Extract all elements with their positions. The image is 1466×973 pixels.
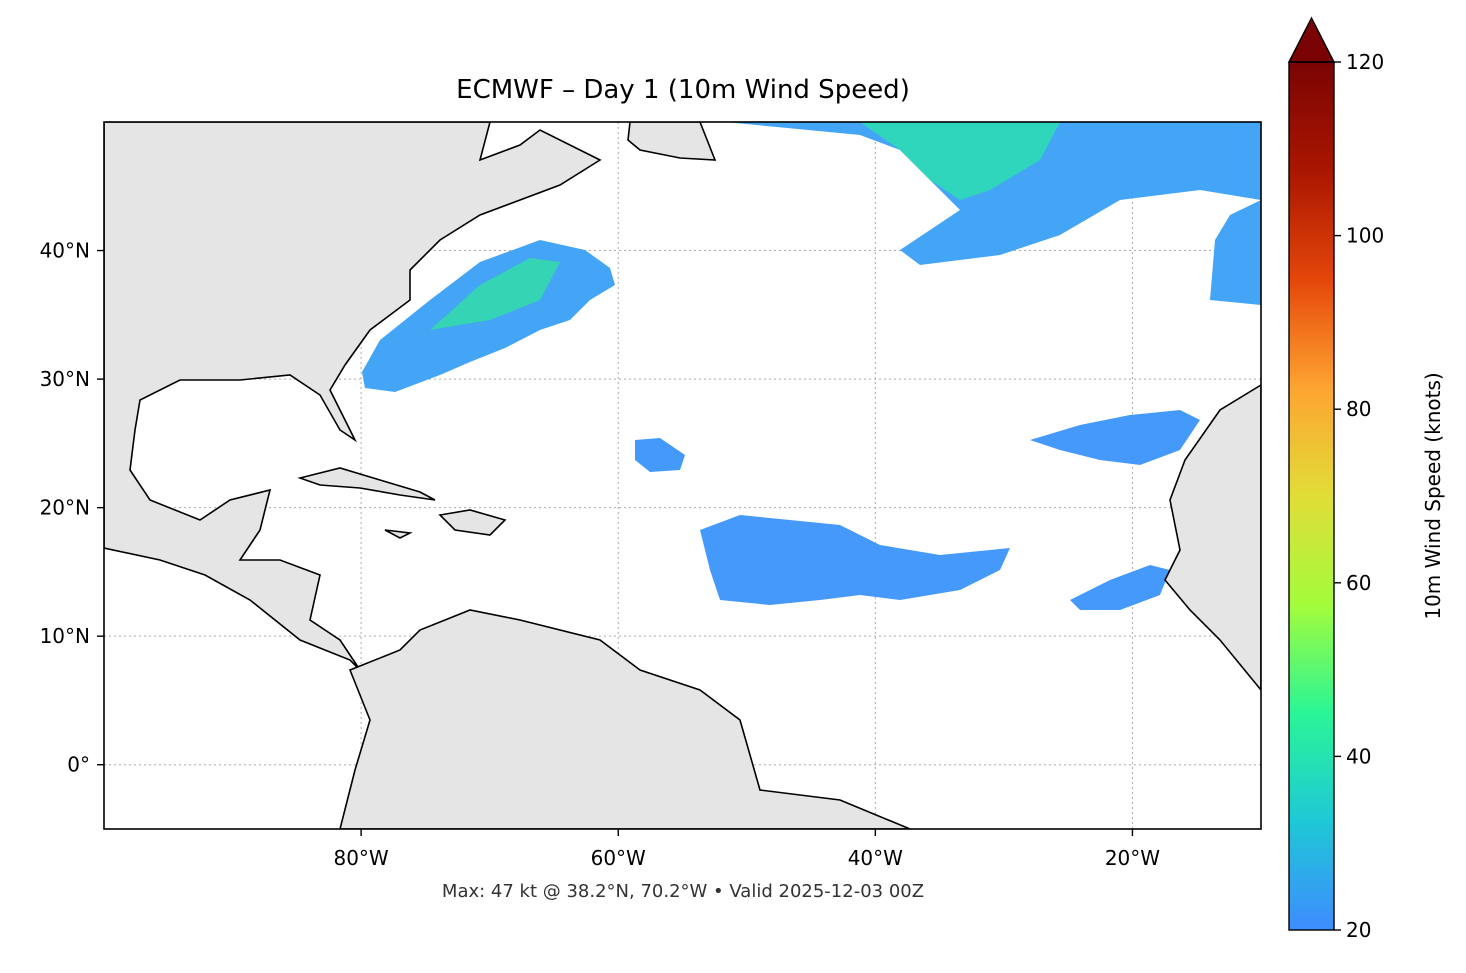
colorbar-tick-label: 100: [1346, 224, 1384, 248]
colorbar-tick-label: 60: [1346, 571, 1371, 595]
x-tick-label: 60°W: [591, 846, 646, 870]
colorbar-tick-label: 80: [1346, 397, 1371, 421]
y-tick-label: 30°N: [40, 367, 90, 391]
y-tick-label: 20°N: [40, 496, 90, 520]
colorbar-gradient: [1289, 62, 1334, 930]
x-tick-label: 40°W: [848, 846, 903, 870]
colorbar-tick-label: 120: [1346, 50, 1384, 74]
x-tick-label: 20°W: [1105, 846, 1160, 870]
map-frame: [103, 121, 1262, 830]
colorbar-label: 10m Wind Speed (knots): [1421, 372, 1445, 619]
wind-field: [104, 122, 1261, 829]
map-area: [104, 122, 1261, 829]
y-tick-label: 0°: [67, 753, 90, 777]
colorbar: 20 40 60 80 100 120: [1287, 16, 1384, 942]
y-tick-label: 10°N: [40, 624, 90, 648]
colorbar-frame: [1288, 61, 1335, 931]
y-tick-label: 40°N: [40, 239, 90, 263]
chart-title: ECMWF – Day 1 (10m Wind Speed): [456, 75, 910, 105]
colorbar-tick-label: 20: [1346, 918, 1371, 942]
footer-note: Max: 47 kt @ 38.2°N, 70.2°W • Valid 2025…: [442, 881, 924, 902]
colorbar-tick-label: 40: [1346, 744, 1371, 768]
x-tick-label: 80°W: [333, 846, 388, 870]
colorbar-extend: [1287, 16, 1336, 63]
